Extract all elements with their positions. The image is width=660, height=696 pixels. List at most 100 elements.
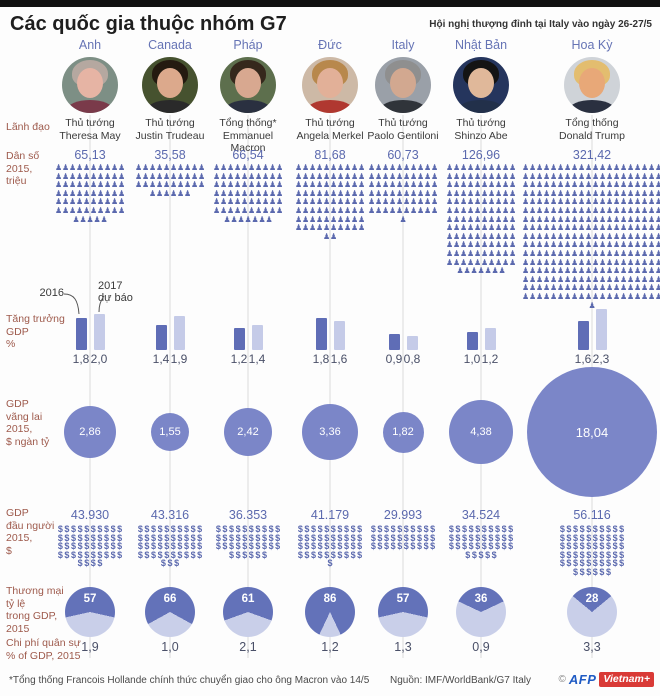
dollar-icon: $ [103, 532, 109, 543]
person-icon: ♟ [227, 163, 235, 172]
dollar-icon: $ [71, 532, 77, 543]
person-icon: ♟ [481, 163, 489, 172]
trade-share-value: 57 [396, 593, 410, 605]
person-icon: ♟ [424, 188, 432, 198]
person-icon: ♟ [606, 283, 614, 293]
trade-share-pie: 28 [567, 587, 617, 637]
person-icon: ♟ [424, 180, 432, 190]
person-icon: ♟ [234, 205, 242, 215]
person-icon: ♟ [543, 266, 551, 276]
person-icon: ♟ [557, 283, 565, 293]
dollar-icon: $ [170, 549, 176, 560]
person-icon: ♟ [481, 180, 489, 190]
person-icon: ♟ [396, 171, 404, 181]
person-icon: ♟ [536, 171, 544, 181]
person-icon: ♟ [431, 163, 439, 172]
country-name: Đức [318, 38, 342, 52]
person-icon: ♟ [641, 197, 649, 207]
dollar-icon: $ [235, 532, 241, 543]
person-icon: ♟ [295, 197, 303, 207]
person-icon: ♟ [337, 171, 345, 181]
person-icon: ♟ [543, 231, 551, 241]
person-icon: ♟ [585, 291, 593, 301]
person-icon: ♟ [149, 188, 157, 198]
person-icon: ♟ [104, 171, 112, 181]
person-icon: ♟ [446, 248, 454, 258]
person-icon: ♟ [634, 180, 642, 190]
person-icon: ♟ [55, 180, 63, 190]
person-icon: ♟ [417, 180, 425, 190]
person-icon: ♟ [522, 248, 530, 258]
dollar-icon: $ [403, 524, 409, 534]
person-icon: ♟ [578, 274, 586, 284]
military-spend-value: 1,2 [321, 640, 339, 654]
person-icon: ♟ [83, 180, 91, 190]
person-icon: ♟ [613, 231, 621, 241]
person-icon: ♟ [55, 205, 63, 215]
trade-share-pie: 57 [378, 587, 428, 637]
person-icon: ♟ [557, 163, 565, 172]
person-icon: ♟ [262, 163, 270, 172]
person-icon: ♟ [460, 257, 468, 267]
person-icon: ♟ [460, 197, 468, 207]
person-icon: ♟ [453, 163, 461, 172]
person-icon: ♟ [170, 171, 178, 181]
person-icon: ♟ [564, 266, 572, 276]
person-icon: ♟ [529, 197, 537, 207]
person-icon: ♟ [557, 171, 565, 181]
row-label-leader: Lãnh đạo [6, 121, 50, 133]
person-icon: ♟ [599, 171, 607, 181]
person-icon: ♟ [606, 171, 614, 181]
person-icon: ♟ [431, 171, 439, 181]
person-icon: ♟ [522, 214, 530, 224]
person-icon: ♟ [536, 274, 544, 284]
person-icon: ♟ [536, 214, 544, 224]
person-icon: ♟ [655, 248, 660, 258]
person-icon: ♟ [269, 171, 277, 181]
person-icon: ♟ [488, 205, 496, 215]
dollar-icon: $ [559, 558, 565, 569]
person-icon: ♟ [467, 171, 475, 181]
person-icon: ♟ [351, 205, 359, 215]
person-icon: ♟ [655, 266, 660, 276]
person-icon: ♟ [550, 240, 558, 250]
person-icon: ♟ [557, 266, 565, 276]
bar-2016 [577, 321, 589, 350]
dollar-icon: $ [559, 549, 565, 560]
dollar-icon: $ [64, 541, 70, 552]
person-icon: ♟ [502, 214, 510, 224]
leader-label: Thủ tướng Paolo Gentiloni [355, 117, 451, 142]
person-icon: ♟ [375, 205, 383, 215]
person-icon: ♟ [316, 197, 324, 207]
dollar-icon: $ [84, 541, 90, 552]
dollar-icon: $ [268, 541, 274, 552]
dollar-icon: $ [350, 549, 356, 560]
person-icon: ♟ [396, 188, 404, 198]
person-icon: ♟ [655, 197, 660, 207]
person-icon: ♟ [627, 180, 635, 190]
person-icon: ♟ [543, 180, 551, 190]
person-icon: ♟ [375, 180, 383, 190]
dollar-icon: $ [494, 532, 500, 543]
column-guide-line [480, 115, 482, 658]
dollar-icon: $ [471, 549, 477, 560]
avatar-shoulders [458, 100, 504, 113]
person-icon: ♟ [557, 205, 565, 215]
person-icon: ♟ [389, 188, 397, 198]
person-icon: ♟ [62, 171, 70, 181]
person-icon: ♟ [592, 283, 600, 293]
person-icon: ♟ [213, 205, 221, 215]
person-icon: ♟ [316, 180, 324, 190]
gdp-bubble: 1,82 [382, 411, 424, 453]
person-icon: ♟ [344, 163, 352, 172]
dollar-icon: $ [304, 532, 310, 543]
dollar-icon: $ [177, 549, 183, 560]
person-icon: ♟ [613, 283, 621, 293]
person-icon: ♟ [488, 240, 496, 250]
person-icon: ♟ [382, 180, 390, 190]
person-icon: ♟ [481, 205, 489, 215]
person-icon: ♟ [323, 163, 331, 172]
population-value: 126,96 [461, 148, 501, 162]
dollar-icon: $ [151, 532, 157, 543]
person-icon: ♟ [599, 214, 607, 224]
